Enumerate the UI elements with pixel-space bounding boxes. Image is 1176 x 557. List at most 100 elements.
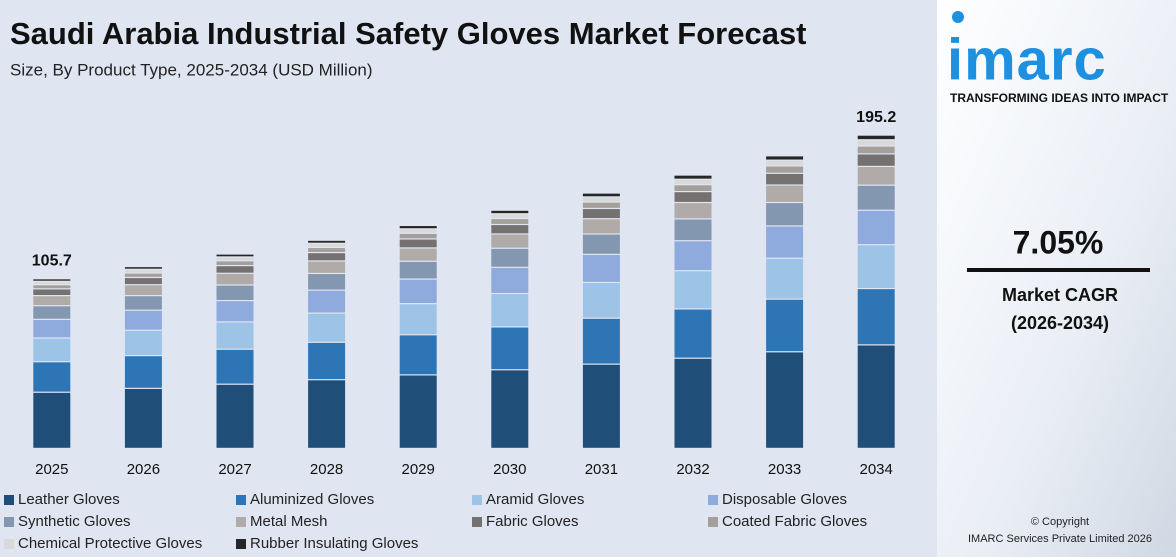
bar-segment bbox=[582, 209, 620, 219]
legend-label: Aluminized Gloves bbox=[250, 491, 374, 508]
total-label: 105.7 bbox=[32, 253, 72, 270]
bar-segment bbox=[399, 229, 437, 233]
legend-swatch bbox=[4, 495, 14, 505]
bar-segment bbox=[399, 233, 437, 239]
x-tick-label: 2026 bbox=[127, 461, 160, 478]
legend-label: Chemical Protective Gloves bbox=[18, 535, 202, 552]
logo-dot bbox=[952, 11, 964, 23]
legend-label: Disposable Gloves bbox=[722, 491, 847, 508]
bar-segment bbox=[399, 261, 437, 279]
x-tick-label: 2030 bbox=[493, 461, 526, 478]
bar-segment bbox=[308, 253, 346, 261]
bar-segment bbox=[124, 269, 162, 273]
bar-segment bbox=[674, 241, 712, 271]
side-panel bbox=[937, 0, 1176, 557]
bar-segment bbox=[33, 338, 71, 362]
legend-swatch bbox=[472, 495, 482, 505]
cagr-label: Market CAGR bbox=[1002, 285, 1118, 305]
bar-segment bbox=[766, 160, 804, 166]
bar-segment bbox=[308, 243, 346, 247]
x-tick-label: 2029 bbox=[402, 461, 435, 478]
chart-subtitle: Size, By Product Type, 2025-2034 (USD Mi… bbox=[10, 60, 373, 79]
cagr-value: 7.05% bbox=[1013, 224, 1104, 260]
bar-segment bbox=[857, 289, 895, 345]
legend-label: Coated Fabric Gloves bbox=[722, 513, 867, 530]
bar-segment bbox=[766, 203, 804, 226]
bar-segment bbox=[308, 261, 346, 273]
bar-segment bbox=[399, 375, 437, 448]
legend-swatch bbox=[472, 517, 482, 527]
bar-segment bbox=[216, 266, 254, 273]
bar-segment bbox=[399, 304, 437, 335]
bar-segment bbox=[491, 370, 529, 448]
x-tick-label: 2034 bbox=[860, 461, 893, 478]
bar-segment bbox=[674, 203, 712, 219]
bar-segment bbox=[216, 322, 254, 349]
bar-segment bbox=[674, 271, 712, 309]
total-label: 195.2 bbox=[856, 109, 896, 126]
bar-segment bbox=[674, 219, 712, 241]
bar-segment bbox=[674, 358, 712, 448]
bar-segment bbox=[582, 193, 620, 197]
bar-segment bbox=[491, 210, 529, 214]
bar-segment bbox=[766, 258, 804, 299]
x-tick-label: 2027 bbox=[218, 461, 251, 478]
bar-segment bbox=[124, 356, 162, 388]
bar-segment bbox=[674, 309, 712, 358]
cagr-period: (2026-2034) bbox=[1011, 313, 1109, 333]
copyright: © Copyright bbox=[1031, 516, 1089, 528]
logo: imarc bbox=[947, 27, 1107, 92]
bar-segment bbox=[308, 248, 346, 252]
legend-label: Leather Gloves bbox=[18, 491, 120, 508]
bar-segment bbox=[582, 364, 620, 448]
x-tick-label: 2025 bbox=[35, 461, 68, 478]
bar-segment bbox=[308, 240, 346, 243]
bar-segment bbox=[124, 388, 162, 448]
legend-swatch bbox=[236, 539, 246, 549]
bar-segment bbox=[399, 226, 437, 229]
bar-segment bbox=[766, 226, 804, 258]
bar-segment bbox=[216, 384, 254, 448]
bar-segment bbox=[124, 273, 162, 277]
x-tick-label: 2031 bbox=[585, 461, 618, 478]
bar-segment bbox=[582, 318, 620, 364]
bar-segment bbox=[674, 175, 712, 179]
bar-segment bbox=[33, 306, 71, 319]
bar-segment bbox=[674, 179, 712, 185]
bar-segment bbox=[216, 254, 254, 257]
bar-segment bbox=[582, 283, 620, 318]
bar-segment bbox=[33, 281, 71, 285]
bar-segment bbox=[582, 234, 620, 254]
bar-segment bbox=[857, 167, 895, 185]
bar-segment bbox=[399, 248, 437, 261]
bar-segment bbox=[766, 352, 804, 448]
bar-segment bbox=[491, 327, 529, 370]
legend-swatch bbox=[708, 517, 718, 527]
bar-segment bbox=[674, 192, 712, 202]
legend-label: Fabric Gloves bbox=[486, 513, 579, 530]
legend-label: Rubber Insulating Gloves bbox=[250, 535, 418, 552]
bar-segment bbox=[216, 349, 254, 384]
bar-segment bbox=[491, 267, 529, 293]
bar-segment bbox=[766, 156, 804, 160]
bar-segment bbox=[216, 285, 254, 300]
bar-segment bbox=[582, 197, 620, 202]
bar-segment bbox=[491, 225, 529, 234]
bar-segment bbox=[399, 279, 437, 304]
legend-swatch bbox=[236, 517, 246, 527]
bar-segment bbox=[857, 146, 895, 154]
legend-label: Metal Mesh bbox=[250, 513, 328, 530]
bar-segment bbox=[124, 267, 162, 269]
bar-segment bbox=[216, 273, 254, 285]
bar-segment bbox=[766, 299, 804, 352]
chart-title: Saudi Arabia Industrial Safety Gloves Ma… bbox=[10, 16, 807, 51]
tagline: TRANSFORMING IDEAS INTO IMPACT bbox=[950, 91, 1169, 105]
bar-segment bbox=[857, 245, 895, 288]
legend-swatch bbox=[236, 495, 246, 505]
bar-segment bbox=[33, 392, 71, 448]
bar-segment bbox=[857, 154, 895, 166]
bar-segment bbox=[124, 278, 162, 285]
bar-segment bbox=[766, 166, 804, 173]
bar-segment bbox=[216, 261, 254, 265]
